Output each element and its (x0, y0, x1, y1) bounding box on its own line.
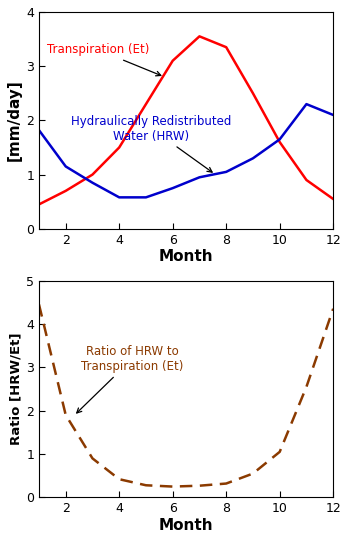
X-axis label: Month: Month (159, 518, 213, 533)
Text: Transpiration (Et): Transpiration (Et) (47, 43, 161, 76)
Y-axis label: Ratio [HRW/Et]: Ratio [HRW/Et] (9, 333, 22, 446)
Text: Ratio of HRW to
Transpiration (Et): Ratio of HRW to Transpiration (Et) (77, 345, 184, 413)
Y-axis label: [mm/day]: [mm/day] (7, 79, 22, 161)
Text: Hydraulically Redistributed
Water (HRW): Hydraulically Redistributed Water (HRW) (71, 114, 231, 172)
X-axis label: Month: Month (159, 249, 213, 265)
